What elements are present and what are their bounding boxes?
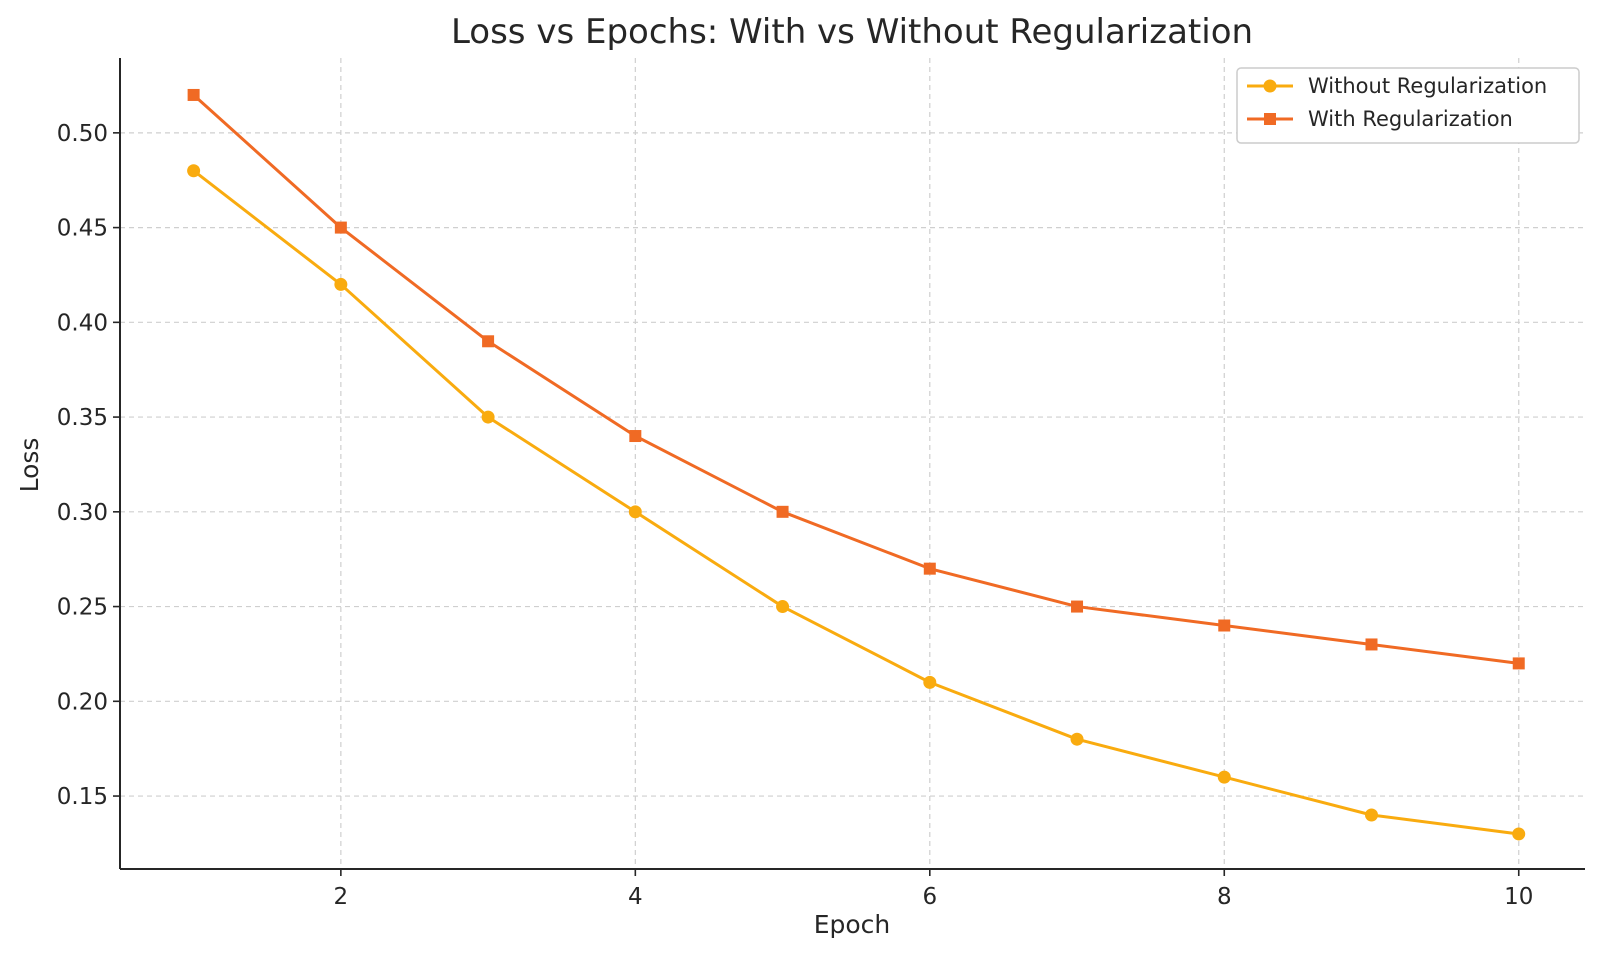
legend-box xyxy=(1236,67,1580,144)
axes xyxy=(119,58,1585,870)
y-tick-label: 0.20 xyxy=(57,689,108,715)
x-axis-label: Epoch xyxy=(814,910,891,939)
x-tick-label: 4 xyxy=(628,884,643,910)
x-tick-label: 8 xyxy=(1217,884,1232,910)
data-point-square xyxy=(1218,619,1231,632)
data-point-circle xyxy=(628,505,642,519)
series-line xyxy=(192,93,1521,665)
data-point-square xyxy=(776,505,789,518)
data-point-circle xyxy=(481,410,495,424)
data-point-square xyxy=(482,335,495,348)
y-tick-label: 0.25 xyxy=(57,595,108,621)
y-tick-label: 0.50 xyxy=(57,121,108,147)
series xyxy=(187,88,1526,841)
y-tick-label: 0.15 xyxy=(57,784,108,810)
legend-label: With Regularization xyxy=(1308,107,1513,131)
legend-marker-circle xyxy=(1263,79,1277,93)
data-point-circle xyxy=(776,600,790,614)
legend-label: Without Regularization xyxy=(1308,74,1547,98)
legend-marker-square xyxy=(1264,113,1276,125)
data-point-circle xyxy=(1365,808,1379,822)
data-point-square xyxy=(334,221,347,234)
legend-item: Without Regularization xyxy=(1247,74,1547,98)
y-ticks: 0.15 0.20 0.25 0.30 0.35 0.40 0.45 0.50 xyxy=(57,121,120,810)
x-tick-label: 6 xyxy=(922,884,937,910)
legend: Without Regularization With Regularizatio… xyxy=(1236,67,1580,144)
data-point-square xyxy=(1071,600,1084,613)
data-point-circle xyxy=(923,675,937,689)
y-axis-label: Loss xyxy=(15,438,44,493)
chart-title: Loss vs Epochs: With vs Without Regulari… xyxy=(451,12,1253,52)
x-ticks: 2 4 6 8 10 xyxy=(334,869,1533,910)
data-point-circle xyxy=(187,164,201,178)
y-tick-label: 0.40 xyxy=(57,310,108,336)
x-tick-label: 10 xyxy=(1504,884,1533,910)
data-point-square xyxy=(629,430,642,443)
data-point-circle xyxy=(1217,770,1231,784)
data-point-circle xyxy=(1070,732,1084,746)
data-point-square xyxy=(187,88,200,101)
series-without-regularization xyxy=(187,164,1526,841)
y-tick-label: 0.30 xyxy=(57,500,108,526)
data-point-square xyxy=(1512,657,1525,670)
legend-item: With Regularization xyxy=(1247,107,1513,131)
series-with-regularization xyxy=(187,88,1525,670)
data-point-square xyxy=(923,562,936,575)
y-tick-label: 0.45 xyxy=(57,216,108,242)
y-tick-label: 0.35 xyxy=(57,405,108,431)
series-line xyxy=(192,169,1521,836)
data-point-square xyxy=(1365,638,1378,651)
grid xyxy=(120,58,1585,869)
data-point-circle xyxy=(334,277,348,291)
x-tick-label: 2 xyxy=(334,884,349,910)
data-point-circle xyxy=(1512,827,1526,841)
